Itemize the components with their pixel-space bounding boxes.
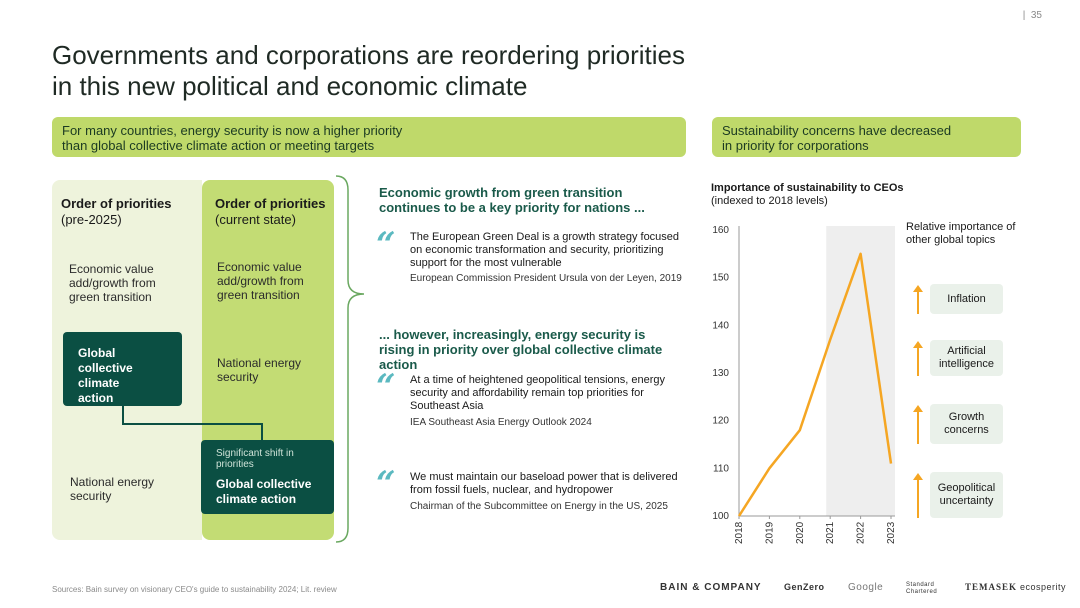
chart-title: Importance of sustainability to CEOs xyxy=(711,182,904,194)
bain-logo: BAIN & COMPANY xyxy=(660,582,762,593)
chart-title-block: Importance of sustainability to CEOs (in… xyxy=(711,182,911,208)
topic-geopolitical-uncertainty: Geopolitical uncertainty xyxy=(930,472,1003,518)
footer-sources: Sources: Bain survey on visionary CEO's … xyxy=(52,585,337,594)
shift-connector-vertical xyxy=(122,406,124,424)
cur-item-1: Economic value add/growth from green tra… xyxy=(217,260,304,302)
x-tick-label: 2022 xyxy=(856,521,867,544)
left-banner-line-2: than global collective climate action or… xyxy=(62,138,375,153)
quote-icon: “ xyxy=(376,367,396,407)
quote-1-text: The European Green Deal is a growth stra… xyxy=(410,231,680,269)
temasek-logo: TEMASEK xyxy=(965,582,1018,592)
right-banner-line-2: in priority for corporations xyxy=(722,138,869,153)
y-tick-label: 140 xyxy=(712,320,729,331)
pre-2025-header-sub: (pre-2025) xyxy=(61,212,122,227)
standard-chartered-logo: Standard Chartered xyxy=(906,582,938,595)
page-title: Governments and corporations are reorder… xyxy=(52,40,772,102)
chart-subtitle: (indexed to 2018 levels) xyxy=(711,195,828,207)
pre-item-3: National energy security xyxy=(70,475,155,503)
y-tick-label: 120 xyxy=(712,416,729,427)
arrow-up-icon xyxy=(913,405,923,444)
topic-growth-concerns: Growth concerns xyxy=(930,404,1003,444)
quote-2-source: IEA Southeast Asia Energy Outlook 2024 xyxy=(410,417,592,428)
quote-heading-2: ... however, increasingly, energy securi… xyxy=(379,327,663,372)
y-tick-label: 160 xyxy=(712,225,729,236)
genzero-logo: GenZero xyxy=(784,582,825,592)
pre-2025-header: Order of priorities (pre-2025) xyxy=(61,196,201,228)
series-line xyxy=(737,252,893,517)
quote-3-text: We must maintain our baseload power that… xyxy=(410,471,678,496)
right-banner-line-1: Sustainability concerns have decreased xyxy=(722,123,952,138)
title-line-2: in this new political and economic clima… xyxy=(52,71,528,101)
x-tick-label: 2023 xyxy=(886,521,897,544)
y-tick-label: 150 xyxy=(712,273,729,284)
bracket-icon xyxy=(335,175,365,543)
cur-item-2: National energy security xyxy=(217,356,302,384)
y-tick-label: 130 xyxy=(712,368,729,379)
pre-item-2-box: Global collective climate action xyxy=(63,332,182,406)
arrow-up-icon xyxy=(913,285,923,314)
cur-item-3: Global collective climate action xyxy=(216,477,312,506)
left-banner-line-1: For many countries, energy security is n… xyxy=(62,123,403,138)
arrow-up-icon xyxy=(913,341,923,376)
quote-icon: “ xyxy=(376,464,396,504)
quote-heading-1: Economic growth from green transition co… xyxy=(379,185,645,215)
left-banner: For many countries, energy security is n… xyxy=(52,117,686,157)
y-tick-label: 100 xyxy=(712,511,729,522)
page-number: | 35 xyxy=(1022,10,1042,21)
shift-connector-down xyxy=(261,423,263,441)
sustainability-line-chart: 100 110 120 130 140 150 160 2018 2019 2020 2021 202… xyxy=(712,225,897,544)
pre-item-2: Global collective climate action xyxy=(78,346,133,405)
x-tick-label: 2019 xyxy=(764,521,775,544)
current-header: Order of priorities (current state) xyxy=(215,196,333,228)
y-tick-label: 110 xyxy=(713,463,729,474)
pre-2025-header-title: Order of priorities xyxy=(61,196,172,211)
x-tick-label: 2021 xyxy=(825,521,836,544)
cur-item-3-box: Significant shift in priorities Global c… xyxy=(201,440,334,514)
right-banner: Sustainability concerns have decreased i… xyxy=(712,117,1021,157)
x-tick-label: 2020 xyxy=(795,521,806,544)
quote-icon: “ xyxy=(376,225,396,265)
topic-inflation: Inflation xyxy=(930,284,1003,314)
quote-1-source: European Commission President Ursula von… xyxy=(410,273,682,284)
current-header-sub: (current state) xyxy=(215,212,296,227)
quote-3-source: Chairman of the Subcommittee on Energy i… xyxy=(410,501,668,512)
ecosperity-logo: ecosperity xyxy=(1020,582,1067,592)
shift-connector-horizontal xyxy=(122,423,262,425)
current-header-title: Order of priorities xyxy=(215,196,326,211)
x-tick-label: 2018 xyxy=(734,521,745,544)
highlight-band xyxy=(826,226,895,516)
title-line-1: Governments and corporations are reorder… xyxy=(52,40,685,70)
quote-2-text: At a time of heightened geopolitical ten… xyxy=(410,374,665,412)
topics-header: Relative importance of other global topi… xyxy=(906,221,1016,246)
shift-label: Significant shift in priorities xyxy=(216,448,294,470)
google-logo: Google xyxy=(848,582,884,593)
topic-artificial-intelligence: Artificial intelligence xyxy=(930,340,1003,376)
arrow-up-icon xyxy=(913,473,923,518)
pre-item-1: Economic value add/growth from green tra… xyxy=(69,262,156,304)
